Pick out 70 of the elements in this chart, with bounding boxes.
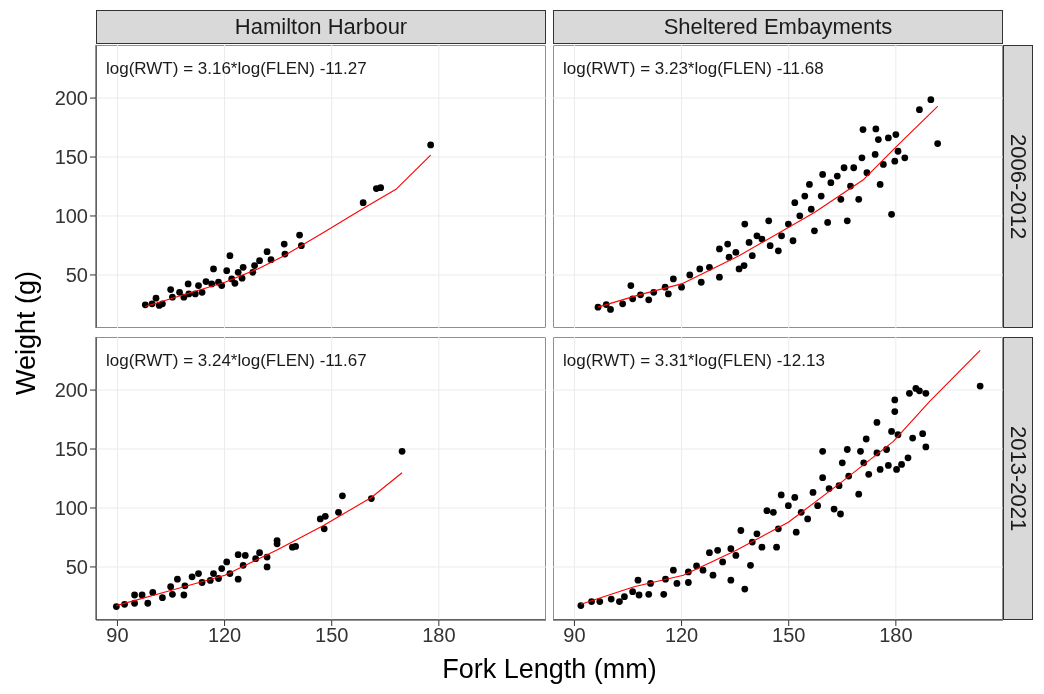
point bbox=[174, 575, 181, 583]
x-tick-label: 180 bbox=[422, 624, 456, 647]
point bbox=[184, 280, 192, 288]
point bbox=[398, 447, 406, 455]
point bbox=[335, 508, 342, 516]
y-tick-label: 200 bbox=[54, 379, 88, 402]
point bbox=[234, 551, 242, 559]
point bbox=[263, 563, 271, 571]
point bbox=[223, 267, 231, 275]
point bbox=[188, 573, 196, 581]
point bbox=[195, 570, 202, 577]
point bbox=[241, 552, 249, 559]
point bbox=[239, 263, 247, 271]
x-tick-label: 90 bbox=[106, 624, 129, 647]
point bbox=[195, 282, 202, 289]
point bbox=[176, 288, 183, 296]
y-tick-label: 50 bbox=[65, 556, 88, 579]
point bbox=[296, 231, 303, 239]
point bbox=[256, 549, 263, 557]
x-tick-label: 90 bbox=[563, 624, 586, 647]
point bbox=[131, 591, 138, 599]
point bbox=[251, 262, 258, 269]
point bbox=[427, 141, 435, 149]
point bbox=[292, 543, 300, 550]
point bbox=[210, 570, 217, 577]
y-tick-label: 200 bbox=[54, 87, 88, 110]
point bbox=[339, 492, 346, 500]
x-tick-label: 120 bbox=[664, 624, 699, 647]
point bbox=[167, 583, 175, 591]
y-tick-label: 100 bbox=[54, 205, 88, 228]
point bbox=[144, 599, 152, 607]
x-tick-label: 120 bbox=[207, 624, 242, 647]
annotation: log(RWT) = 3.23*log(FLEN) -11.68 bbox=[563, 59, 824, 79]
annotation: log(RWT) = 3.24*log(FLEN) -11.67 bbox=[106, 351, 367, 371]
y-tick-label: 150 bbox=[54, 146, 88, 169]
point bbox=[138, 591, 146, 599]
point bbox=[169, 590, 176, 598]
point bbox=[202, 278, 210, 285]
y-axis-title: Weight (g) bbox=[9, 269, 42, 397]
annotation: log(RWT) = 3.31*log(FLEN) -12.13 bbox=[563, 351, 825, 371]
point bbox=[256, 257, 263, 265]
point bbox=[234, 268, 242, 276]
y-tick-label: 150 bbox=[54, 438, 88, 461]
point bbox=[234, 575, 242, 583]
chart-title: Sheltered Embayments bbox=[553, 10, 1003, 44]
point bbox=[180, 591, 188, 599]
point bbox=[263, 248, 271, 256]
y2-axis-title: 2013-2021 bbox=[1003, 337, 1033, 620]
point bbox=[359, 199, 367, 207]
point bbox=[167, 286, 175, 293]
point bbox=[223, 558, 231, 566]
point bbox=[226, 252, 234, 260]
point bbox=[231, 279, 239, 287]
x-tick-label: 150 bbox=[772, 624, 806, 647]
x-axis-title: Fork Length (mm) bbox=[441, 654, 658, 685]
x-tick-label: 180 bbox=[879, 624, 913, 647]
point bbox=[210, 265, 217, 273]
point bbox=[321, 512, 329, 520]
point bbox=[218, 565, 226, 572]
chart-title: Hamilton Harbour bbox=[96, 10, 546, 44]
point bbox=[159, 594, 166, 602]
point bbox=[152, 294, 160, 302]
y-tick-label: 50 bbox=[65, 264, 88, 287]
point bbox=[320, 525, 328, 533]
annotation: log(RWT) = 3.16*log(FLEN) -11.27 bbox=[106, 59, 367, 79]
x-tick-label: 150 bbox=[315, 624, 349, 647]
point bbox=[377, 184, 385, 192]
y2-axis-title: 2006-2012 bbox=[1003, 45, 1033, 328]
point bbox=[280, 240, 288, 248]
y-tick-label: 100 bbox=[54, 497, 88, 520]
